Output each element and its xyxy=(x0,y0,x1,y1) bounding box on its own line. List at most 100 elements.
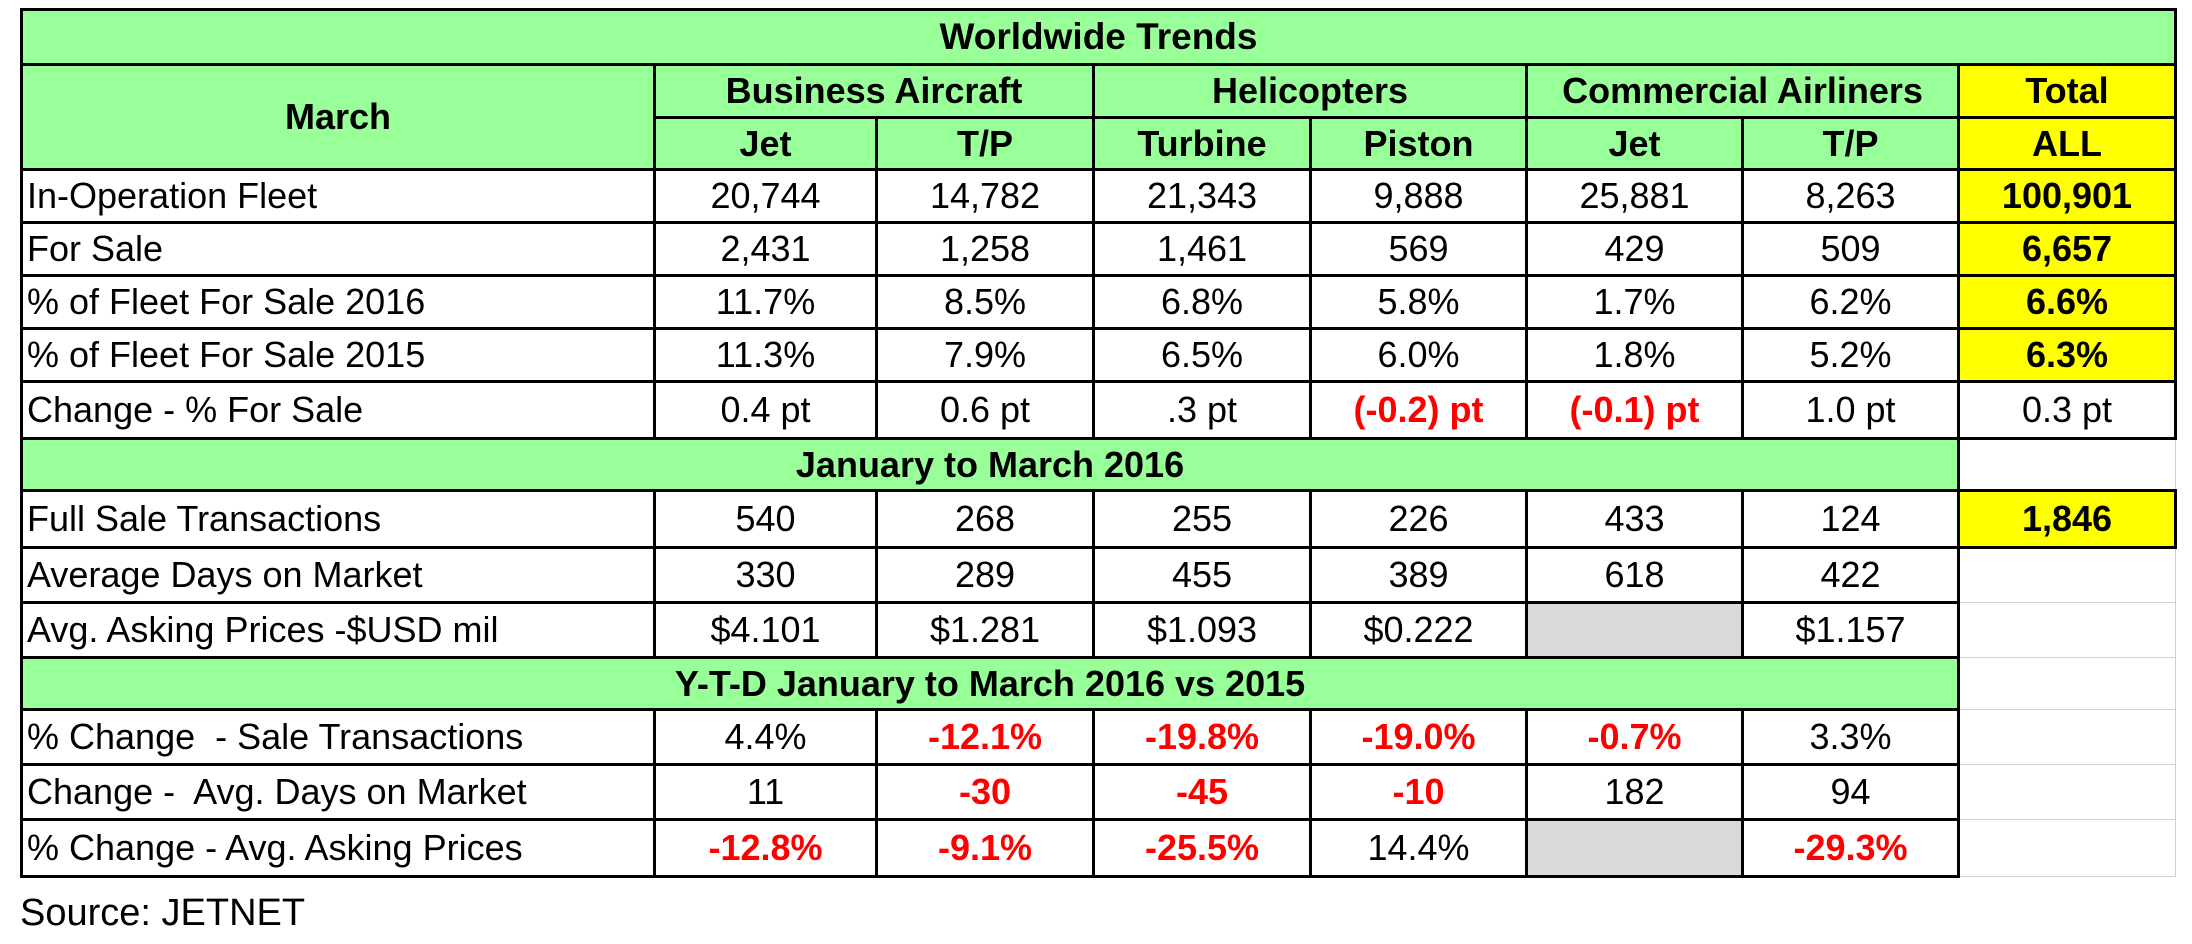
table-cell: 6.0% xyxy=(1309,327,1528,383)
row-label: Full Sale Transactions xyxy=(20,489,656,549)
table-row: % of Fleet For Sale 2016 11.7% 8.5% 6.8%… xyxy=(20,274,2177,330)
table-cell-negative: (-0.2) pt xyxy=(1309,380,1528,440)
table-row: Change - Avg. Days on Market 11 -30 -45 … xyxy=(20,763,2176,821)
table-row: Average Days on Market 330 289 455 389 6… xyxy=(20,546,2176,604)
table-cell: 6.5% xyxy=(1092,327,1312,383)
table-cell: 7.9% xyxy=(875,327,1095,383)
table-cell: $1.281 xyxy=(875,601,1095,659)
group-header-commercial-airliners: Commercial Airliners xyxy=(1525,63,1960,119)
empty-cell xyxy=(1957,602,2176,658)
table-cell-negative: -25.5% xyxy=(1092,818,1312,878)
subheader-commercial-tp: T/P xyxy=(1741,116,1960,171)
table-cell: 1,461 xyxy=(1092,221,1312,277)
empty-cell xyxy=(1957,657,2176,710)
worldwide-trends-table: Worldwide Trends March Business Aircraft… xyxy=(20,8,2177,878)
subheader-business-tp: T/P xyxy=(875,116,1095,171)
subheader-commercial-jet: Jet xyxy=(1525,116,1744,171)
table-cell: 509 xyxy=(1741,221,1960,277)
table-cell: 540 xyxy=(653,489,878,549)
total-header: Total xyxy=(1957,63,2177,119)
row-label: In-Operation Fleet xyxy=(20,168,656,224)
table-cell-negative: -30 xyxy=(875,763,1095,821)
table-cell: 6.2% xyxy=(1741,274,1960,330)
table-cell: 330 xyxy=(653,546,878,604)
row-label: % of Fleet For Sale 2015 xyxy=(20,327,656,383)
empty-cell xyxy=(1957,819,2176,877)
table-cell: 433 xyxy=(1525,489,1744,549)
table-cell: 1,258 xyxy=(875,221,1095,277)
table-cell: .3 pt xyxy=(1092,380,1312,440)
table-cell: 389 xyxy=(1309,546,1528,604)
row-label: For Sale xyxy=(20,221,656,277)
table-cell: 1.8% xyxy=(1525,327,1744,383)
table-cell-negative: -45 xyxy=(1092,763,1312,821)
group-header-helicopters: Helicopters xyxy=(1092,63,1528,119)
row-label: % Change - Avg. Asking Prices xyxy=(20,818,656,878)
table-cell-negative: -12.1% xyxy=(875,708,1095,766)
subheader-business-jet: Jet xyxy=(653,116,878,171)
total-cell: 0.3 pt xyxy=(1957,380,2177,440)
table-cell-negative: -29.3% xyxy=(1741,818,1960,878)
table-cell: 8.5% xyxy=(875,274,1095,330)
table-cell: 94 xyxy=(1741,763,1960,821)
table-cell-negative: (-0.1) pt xyxy=(1525,380,1744,440)
row-label: Avg. Asking Prices -$USD mil xyxy=(20,601,656,659)
empty-gray-cell xyxy=(1525,818,1744,878)
table-cell: 268 xyxy=(875,489,1095,549)
table-cell: 455 xyxy=(1092,546,1312,604)
table-row: Full Sale Transactions 540 268 255 226 4… xyxy=(20,489,2177,549)
total-cell: 100,901 xyxy=(1957,168,2177,224)
table-cell-negative: -10 xyxy=(1309,763,1528,821)
table-cell: 255 xyxy=(1092,489,1312,549)
table-cell-negative: -19.8% xyxy=(1092,708,1312,766)
table-title: Worldwide Trends xyxy=(20,8,2177,66)
source-caption: Source: JETNET xyxy=(20,892,306,934)
table-cell-negative: -19.0% xyxy=(1309,708,1528,766)
table-cell: 21,343 xyxy=(1092,168,1312,224)
table-row: % of Fleet For Sale 2015 11.3% 7.9% 6.5%… xyxy=(20,327,2177,383)
table-cell: 124 xyxy=(1741,489,1960,549)
table-cell: 11.7% xyxy=(653,274,878,330)
empty-cell xyxy=(1957,764,2176,820)
table-cell-negative: -0.7% xyxy=(1525,708,1744,766)
table-cell-negative: -12.8% xyxy=(653,818,878,878)
table-cell: 4.4% xyxy=(653,708,878,766)
corner-label-march: March xyxy=(20,63,656,171)
table-cell: 11.3% xyxy=(653,327,878,383)
table-cell: $0.222 xyxy=(1309,601,1528,659)
table-cell: 618 xyxy=(1525,546,1744,604)
table-row: % Change - Avg. Asking Prices -12.8% -9.… xyxy=(20,818,2176,878)
table-cell: 6.8% xyxy=(1092,274,1312,330)
table-cell: 182 xyxy=(1525,763,1744,821)
table-cell: 9,888 xyxy=(1309,168,1528,224)
group-header-business-aircraft: Business Aircraft xyxy=(653,63,1095,119)
row-label: Change - % For Sale xyxy=(20,380,656,440)
table-cell: 289 xyxy=(875,546,1095,604)
table-cell: 429 xyxy=(1525,221,1744,277)
table-cell: 14,782 xyxy=(875,168,1095,224)
table-cell: 1.0 pt xyxy=(1741,380,1960,440)
table-cell: 3.3% xyxy=(1741,708,1960,766)
total-subheader-all: ALL xyxy=(1957,116,2177,171)
table-cell: $4.101 xyxy=(653,601,878,659)
table-cell: 25,881 xyxy=(1525,168,1744,224)
section-title-jan-mar-2016: January to March 2016 xyxy=(20,437,1960,492)
total-cell: 6,657 xyxy=(1957,221,2177,277)
section-title-ytd: Y-T-D January to March 2016 vs 2015 xyxy=(20,656,1960,711)
table-cell: $1.093 xyxy=(1092,601,1312,659)
table-cell: 422 xyxy=(1741,546,1960,604)
table-cell: 569 xyxy=(1309,221,1528,277)
row-label: Change - Avg. Days on Market xyxy=(20,763,656,821)
table-cell: 11 xyxy=(653,763,878,821)
table-cell: $1.157 xyxy=(1741,601,1960,659)
subheader-helicopter-piston: Piston xyxy=(1309,116,1528,171)
row-label: Average Days on Market xyxy=(20,546,656,604)
table-cell: 14.4% xyxy=(1309,818,1528,878)
total-cell: 6.3% xyxy=(1957,327,2177,383)
table-row: Change - % For Sale 0.4 pt 0.6 pt .3 pt … xyxy=(20,380,2177,440)
row-label: % of Fleet For Sale 2016 xyxy=(20,274,656,330)
table-row: % Change - Sale Transactions 4.4% -12.1%… xyxy=(20,708,2176,766)
table-cell: 0.6 pt xyxy=(875,380,1095,440)
table-cell: 5.8% xyxy=(1309,274,1528,330)
empty-cell xyxy=(1957,547,2176,603)
